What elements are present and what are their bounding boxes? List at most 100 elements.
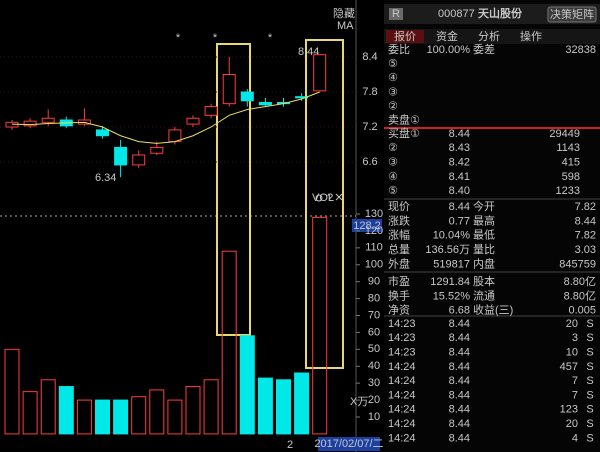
matrix-button-label[interactable]: 决策矩阵: [550, 7, 594, 21]
candle-body: [150, 146, 164, 154]
volume-bar: [167, 399, 183, 435]
stat-value: 8.44: [449, 201, 470, 213]
trade-time: 14:23: [388, 318, 416, 330]
volume-bar: [203, 379, 219, 435]
stat-label: 流通: [473, 288, 495, 302]
volume-bar: [257, 377, 273, 435]
stat-label: 内盘: [473, 257, 495, 271]
tab[interactable]: 分析: [478, 29, 500, 43]
close-icon[interactable]: [335, 193, 343, 201]
matrix-button[interactable]: [547, 6, 597, 23]
tab[interactable]: 报价: [394, 29, 416, 43]
bid-volume: 29449: [549, 128, 580, 140]
candle-body: [204, 106, 218, 116]
volume-bar: [22, 391, 38, 435]
hide-button[interactable]: 隐藏: [333, 7, 355, 20]
volume-tick-label: 90: [368, 276, 380, 288]
bid-label: ②: [388, 142, 398, 154]
stat-label: 换手: [388, 288, 410, 302]
stat-label: 外盘: [388, 257, 410, 271]
ask-label: 卖盘①: [388, 113, 420, 127]
candle-body: [295, 96, 309, 99]
volume-bar: [276, 379, 291, 435]
trade-side: S: [586, 375, 593, 387]
candle-body: [41, 117, 55, 123]
ask-label: ④: [388, 72, 398, 84]
trade-price: 8.44: [449, 375, 470, 387]
price-tick-label: 7.8: [362, 86, 377, 98]
trade-volume: 7: [572, 389, 578, 401]
stat-label: 总量: [388, 242, 410, 256]
volume-bar: [221, 250, 237, 435]
volume-bar: [113, 399, 129, 435]
trade-side: S: [586, 389, 593, 401]
quote-panel: [384, 0, 600, 452]
volume-tick-label: 10: [368, 411, 380, 423]
trade-side: S: [586, 404, 593, 416]
candle-body: [23, 120, 37, 127]
label: 委差: [473, 42, 495, 56]
candle-body: [96, 129, 109, 137]
value-box: [352, 219, 382, 232]
stat-label: 量比: [473, 243, 495, 256]
volume-bar: [95, 399, 110, 435]
ask-label: ⑤: [388, 58, 398, 70]
trade-volume: 20: [566, 318, 578, 330]
stock-name: 天山股份: [478, 6, 523, 20]
trade-volume: 4: [572, 432, 578, 444]
bid-label: ⑤: [388, 185, 398, 197]
volume-tick-label: 110: [365, 242, 383, 254]
moving-average: [11, 91, 320, 144]
volume-bar: [58, 386, 74, 435]
tab[interactable]: 操作: [520, 29, 542, 43]
stat-value: 0.77: [449, 215, 470, 227]
bid-volume: 1233: [556, 185, 580, 197]
help-icon[interactable]: ?: [327, 192, 333, 204]
trade-time: 14:24: [388, 432, 416, 444]
trade-side: S: [586, 318, 593, 330]
volume-bar: [131, 396, 147, 435]
page-number: 2: [287, 439, 293, 451]
volume-bar: [239, 335, 255, 435]
trade-side: S: [586, 418, 593, 430]
stat-label: 今开: [473, 199, 495, 213]
volume-tick-label: 60: [368, 326, 380, 338]
tab-bar: [384, 29, 600, 44]
value: 32838: [565, 44, 596, 56]
value: 100.00%: [427, 44, 471, 56]
stat-value: 519817: [433, 259, 470, 271]
candle-body: [114, 146, 128, 166]
trade-volume: 20: [566, 418, 578, 430]
badge-box: [389, 8, 403, 20]
bid-price: 8.41: [449, 171, 470, 183]
highlight-box: [216, 43, 251, 336]
bid-volume: 415: [562, 157, 580, 169]
price-tick-label: 7.2: [362, 121, 377, 133]
tab[interactable]: 资金: [436, 29, 458, 43]
stat-label: 最低: [473, 229, 495, 242]
label: 委比: [388, 43, 410, 56]
bid-price: 8.44: [449, 128, 470, 140]
stat-value: 7.82: [575, 201, 596, 213]
stat-value: 8.80亿: [564, 275, 596, 288]
candle-body: [186, 117, 200, 125]
stat-label: 最高: [473, 213, 495, 227]
trade-price: 8.44: [449, 404, 470, 416]
vol-label: VOL: [312, 192, 334, 204]
candle-body: [222, 74, 236, 105]
volume-bar: [76, 399, 92, 435]
candle-body: [258, 102, 272, 106]
stat-value: 8.44: [575, 215, 596, 227]
trade-price: 8.44: [449, 418, 470, 430]
trade-price: 8.44: [449, 318, 470, 330]
volume-bar: [149, 389, 165, 435]
trade-volume: 7: [572, 375, 578, 387]
ask-label: ③: [388, 86, 398, 98]
volume-tick-label: 120: [365, 225, 383, 237]
trade-side: S: [586, 332, 593, 344]
settings-icon[interactable]: [315, 194, 323, 202]
trade-time: 14:24: [388, 418, 416, 430]
volume-bar: [185, 386, 201, 435]
volume-bar: [294, 372, 310, 435]
